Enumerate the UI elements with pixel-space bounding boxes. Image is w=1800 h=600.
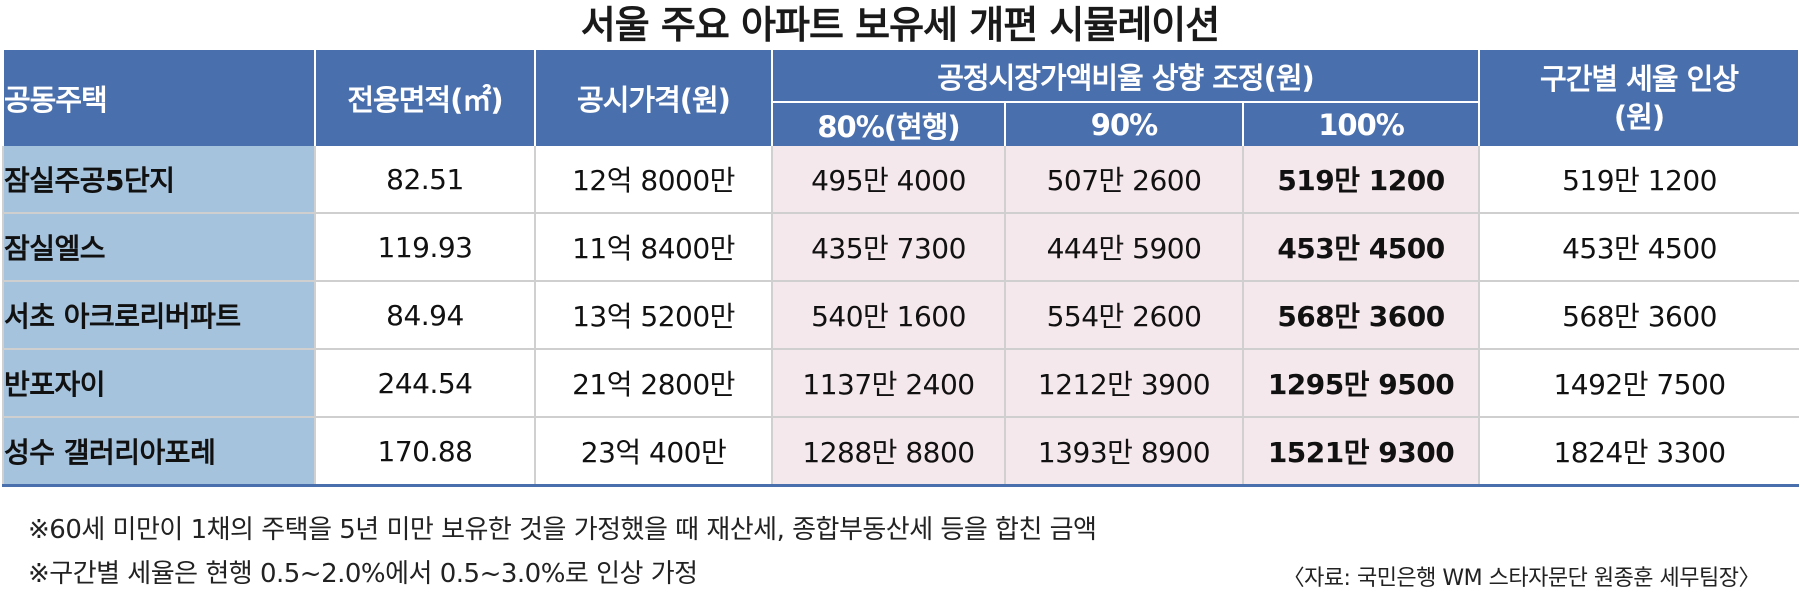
tax-simulation-table: 공동주택 전용면적(㎡) 공시가격(원) 공정시장가액비율 상향 조정(원) 구… — [2, 50, 1800, 487]
price-value: 23억 400만 — [534, 417, 772, 487]
table-row: 잠실주공5단지 82.51 12억 8000만 495만 4000 507만 2… — [2, 146, 1800, 214]
price-value: 21억 2800만 — [534, 349, 772, 418]
footnote: ※구간별 세율은 현행 0.5~2.0%에서 0.5~3.0%로 인상 가정 — [28, 559, 698, 589]
tax-100-value: 568만 3600 — [1241, 281, 1480, 350]
subheader-90: 90% — [1004, 101, 1244, 146]
header-area: 전용면적(㎡) — [314, 50, 536, 146]
tax-bracket-value: 568만 3600 — [1478, 281, 1800, 350]
tax-100-value: 1521만 9300 — [1241, 417, 1480, 487]
price-value: 13억 5200만 — [534, 281, 772, 350]
price-value: 12억 8000만 — [534, 146, 772, 214]
table-row: 반포자이 244.54 21억 2800만 1137만 2400 1212만 3… — [2, 349, 1800, 418]
area-value: 84.94 — [314, 281, 535, 350]
tax-90-value: 444만 5900 — [1004, 213, 1243, 282]
table-row: 성수 갤러리아포레 170.88 23억 400만 1288만 8800 139… — [2, 417, 1800, 487]
table-row: 잠실엘스 119.93 11억 8400만 435만 7300 444만 590… — [2, 213, 1800, 282]
header-price: 공시가격(원) — [534, 50, 773, 146]
tax-80-value: 1137만 2400 — [771, 349, 1005, 418]
header-fair-market-ratio: 공정시장가액비율 상향 조정(원) — [770, 50, 1481, 102]
header-apartment: 공동주택 — [2, 50, 316, 146]
tax-80-value: 495만 4000 — [771, 146, 1005, 214]
table-row: 서초 아크로리버파트 84.94 13억 5200만 540만 1600 554… — [2, 281, 1800, 350]
tax-bracket-value: 1492만 7500 — [1478, 349, 1800, 418]
tax-90-value: 554만 2600 — [1004, 281, 1243, 350]
apartment-name: 잠실주공5단지 — [2, 146, 315, 214]
tax-80-value: 1288만 8800 — [771, 417, 1005, 487]
tax-90-value: 1212만 3900 — [1004, 349, 1243, 418]
tax-90-value: 1393만 8900 — [1004, 417, 1243, 487]
tax-bracket-value: 519만 1200 — [1478, 146, 1800, 214]
tax-bracket-value: 453만 4500 — [1478, 213, 1800, 282]
tax-100-value: 1295만 9500 — [1241, 349, 1480, 418]
apartment-name: 잠실엘스 — [2, 213, 315, 282]
area-value: 119.93 — [314, 213, 535, 282]
area-value: 170.88 — [314, 417, 535, 487]
tax-90-value: 507만 2600 — [1004, 146, 1243, 214]
area-value: 244.54 — [314, 349, 535, 418]
header-bracket-rate-line2: (원) — [1613, 100, 1665, 134]
header-bracket-rate-line1: 구간별 세율 인상 — [1540, 62, 1739, 96]
tax-100-value: 519만 1200 — [1241, 146, 1480, 214]
subheader-100: 100% — [1241, 101, 1481, 146]
source-credit: 〈자료: 국민은행 WM 스타자문단 원종훈 세무팀장〉 — [1282, 566, 1761, 591]
tax-80-value: 435만 7300 — [771, 213, 1005, 282]
page-title: 서울 주요 아파트 보유세 개편 시뮬레이션 — [580, 3, 1220, 47]
apartment-name: 반포자이 — [2, 349, 315, 418]
footnotes: ※60세 미만이 1채의 주택을 5년 미만 보유한 것을 가정했을 때 재산세… — [28, 508, 1097, 596]
subheader-80: 80%(현행) — [771, 101, 1006, 146]
apartment-name: 성수 갤러리아포레 — [2, 417, 315, 487]
tax-bracket-value: 1824만 3300 — [1478, 417, 1800, 487]
tax-80-value: 540만 1600 — [771, 281, 1005, 350]
price-value: 11억 8400만 — [534, 213, 772, 282]
area-value: 82.51 — [314, 146, 535, 214]
tax-100-value: 453만 4500 — [1241, 213, 1480, 282]
apartment-name: 서초 아크로리버파트 — [2, 281, 315, 350]
footnote: ※60세 미만이 1채의 주택을 5년 미만 보유한 것을 가정했을 때 재산세… — [28, 515, 1097, 545]
header-bracket-rate: 구간별 세율 인상 (원) — [1478, 50, 1800, 146]
